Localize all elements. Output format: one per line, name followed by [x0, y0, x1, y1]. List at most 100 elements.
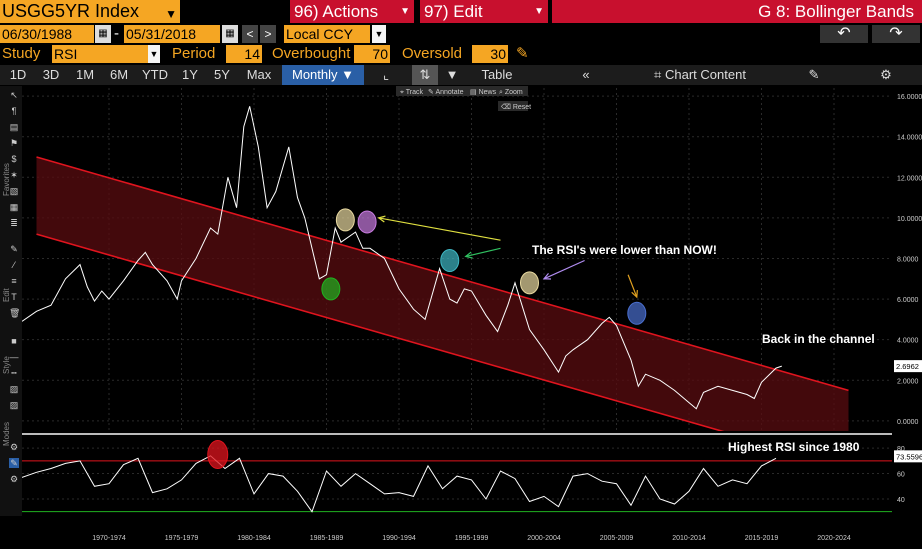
text-tool-icon[interactable]: T [11, 292, 17, 302]
x-tick-label: 1975-1979 [165, 535, 199, 542]
mini-toolbar: ⌖ Track ✎ Annotate ▤ News ⌕ Zoom ⌫ Reset [396, 86, 531, 111]
tab-ytd[interactable]: YTD [142, 67, 168, 82]
highlight-marker [335, 208, 355, 232]
line-style-icon[interactable]: — [9, 352, 19, 362]
color-icon[interactable]: ■ [11, 336, 17, 346]
fill-icon[interactable]: ▧ [9, 186, 19, 196]
frequency-select[interactable]: Monthly ▼ [282, 65, 364, 85]
channel-fill [36, 157, 849, 431]
chevron-down-icon[interactable]: ▼ [372, 25, 386, 43]
end-date-input[interactable]: 05/31/2018 [124, 25, 220, 43]
ticker-text: USGG5YR Index [2, 1, 140, 21]
ticker-field[interactable]: USGG5YR Index ▼ [0, 0, 180, 23]
chart-svg[interactable]: 16.0000 14.0000 12.0000 10.0000 8.0000 6.0000… [0, 86, 922, 544]
x-tick-label: 1985-1989 [310, 535, 344, 542]
news-button[interactable]: ▤ News [470, 89, 497, 96]
channel-upper-line [36, 156, 849, 392]
redo-button[interactable]: ↷ [872, 25, 920, 43]
annotation-back-in-channel: Back in the channel [762, 332, 875, 346]
chevron-down-icon[interactable]: ▼ [445, 67, 459, 82]
chart-content-icon: ⌗ [654, 67, 662, 82]
collapse-icon[interactable]: « [582, 67, 590, 82]
arrow-head [631, 290, 638, 299]
title-bar: USGG5YR Index ▼ 96) Actions ▼ 97) Edit ▼… [0, 0, 922, 24]
layers-icon[interactable]: ≣ [10, 218, 18, 228]
highlight-marker [357, 210, 377, 234]
arrow-head [464, 251, 473, 259]
bar-chart-icon[interactable]: ⇅ [412, 65, 438, 85]
function-title-text: G 8: Bollinger Bands [758, 2, 914, 21]
track-button[interactable]: ⌖ Track [400, 89, 424, 96]
tab-1m[interactable]: 1M [75, 67, 95, 82]
actions-label: 96) Actions [294, 2, 379, 21]
chevron-down-icon: ▼ [400, 6, 410, 17]
table-button[interactable]: Table [481, 67, 513, 82]
pin-icon[interactable]: ¶ [11, 106, 17, 116]
calendar-icon[interactable]: ▦ [222, 25, 238, 43]
edit-button[interactable]: 97) Edit ▼ [420, 0, 548, 23]
gear-icon[interactable]: ⚙ [880, 67, 892, 82]
pencil-icon[interactable]: ✎ [10, 244, 18, 254]
hatch-icon[interactable]: ▨ [9, 400, 19, 410]
tab-1d[interactable]: 1D [9, 67, 27, 82]
study-controls: Study RSI ▼ Period 14 Overbought 70 Over… [0, 45, 922, 64]
x-tick-label: 2000-2004 [527, 535, 561, 542]
hatch-icon[interactable]: ▨ [9, 384, 19, 394]
period-input[interactable]: 14 [226, 45, 262, 63]
actions-button[interactable]: 96) Actions ▼ [290, 0, 414, 23]
tab-5y[interactable]: 5Y [214, 67, 230, 82]
last-rsi-tag [894, 450, 922, 463]
rsi-series-line [22, 455, 777, 513]
x-tick-label: 1990-1994 [382, 535, 416, 542]
highlight-marker [440, 249, 460, 273]
annotate-button[interactable]: ✎ Annotate [428, 89, 464, 96]
chart-area: 16.0000 14.0000 12.0000 10.0000 8.0000 6.0000… [0, 86, 922, 544]
oversold-input[interactable]: 30 [472, 45, 508, 63]
tab-6m[interactable]: 6M [109, 67, 129, 82]
undo-button[interactable]: ↶ [820, 25, 868, 43]
left-toolbar: ↖ ¶ ▤ ⚑ $ ✶ ▧ ▦ ≣ ✎ ⁄ ≡ T 🗑 ■ — ┅ ▨ ▨ ⚙ … [0, 86, 22, 516]
calendar-icon[interactable]: ▦ [95, 25, 111, 43]
start-date-input[interactable]: 06/30/1988 [0, 25, 94, 43]
arrow-head [377, 215, 386, 223]
date-separator: - [114, 25, 119, 42]
tab-1y[interactable]: 1Y [182, 67, 198, 82]
active-mode-icon[interactable]: ✎ [9, 458, 19, 468]
cursor-icon[interactable]: ↖ [10, 90, 18, 100]
pencil-icon[interactable]: ✎ [516, 45, 529, 62]
study-select[interactable]: RSI [52, 45, 148, 63]
chevron-down-icon[interactable]: ▼ [165, 7, 177, 21]
star-icon[interactable]: ✶ [10, 170, 18, 180]
annotation-arrow [465, 247, 501, 258]
dash-style-icon[interactable]: ┅ [11, 368, 17, 378]
fib-icon[interactable]: ≡ [11, 276, 17, 286]
overbought-input[interactable]: 70 [354, 45, 390, 63]
prev-period-button[interactable]: < [242, 25, 258, 43]
line-chart-icon[interactable]: ⌞ [382, 67, 390, 82]
settings-icon[interactable]: ⚙ [9, 474, 19, 484]
tab-3d[interactable]: 3D [42, 67, 60, 82]
price-ytick-label: 4.0000 [897, 338, 919, 345]
edit-icon[interactable]: ✎ [808, 67, 820, 82]
trash-icon[interactable]: 🗑 [9, 308, 21, 318]
grid-icon[interactable]: ▦ [9, 202, 19, 212]
note-icon[interactable]: ▤ [9, 122, 19, 132]
next-period-button[interactable]: > [260, 25, 276, 43]
study-label: Study [2, 45, 41, 62]
currency-select[interactable]: Local CCY [284, 25, 370, 43]
flag-icon[interactable]: ⚑ [9, 138, 19, 148]
annotation-arrow [543, 259, 585, 280]
annotation-arrow [378, 217, 501, 241]
mode-icon[interactable]: ⚙ [9, 442, 19, 452]
price-ytick-label: 8.0000 [897, 256, 919, 263]
line-tool-icon[interactable]: ⁄ [13, 260, 15, 270]
tab-max[interactable]: Max [246, 67, 272, 82]
reset-button[interactable]: ⌫ Reset [501, 103, 531, 111]
frequency-label: Monthly [291, 67, 338, 82]
chart-content-button[interactable]: ⌗ Chart Content [640, 65, 760, 85]
chevron-down-icon: ▼ [534, 6, 544, 17]
annotation-arrow [627, 274, 638, 298]
dollar-icon[interactable]: $ [11, 154, 17, 164]
chevron-down-icon[interactable]: ▼ [148, 45, 160, 63]
zoom-button[interactable]: ⌕ Zoom [499, 89, 523, 96]
